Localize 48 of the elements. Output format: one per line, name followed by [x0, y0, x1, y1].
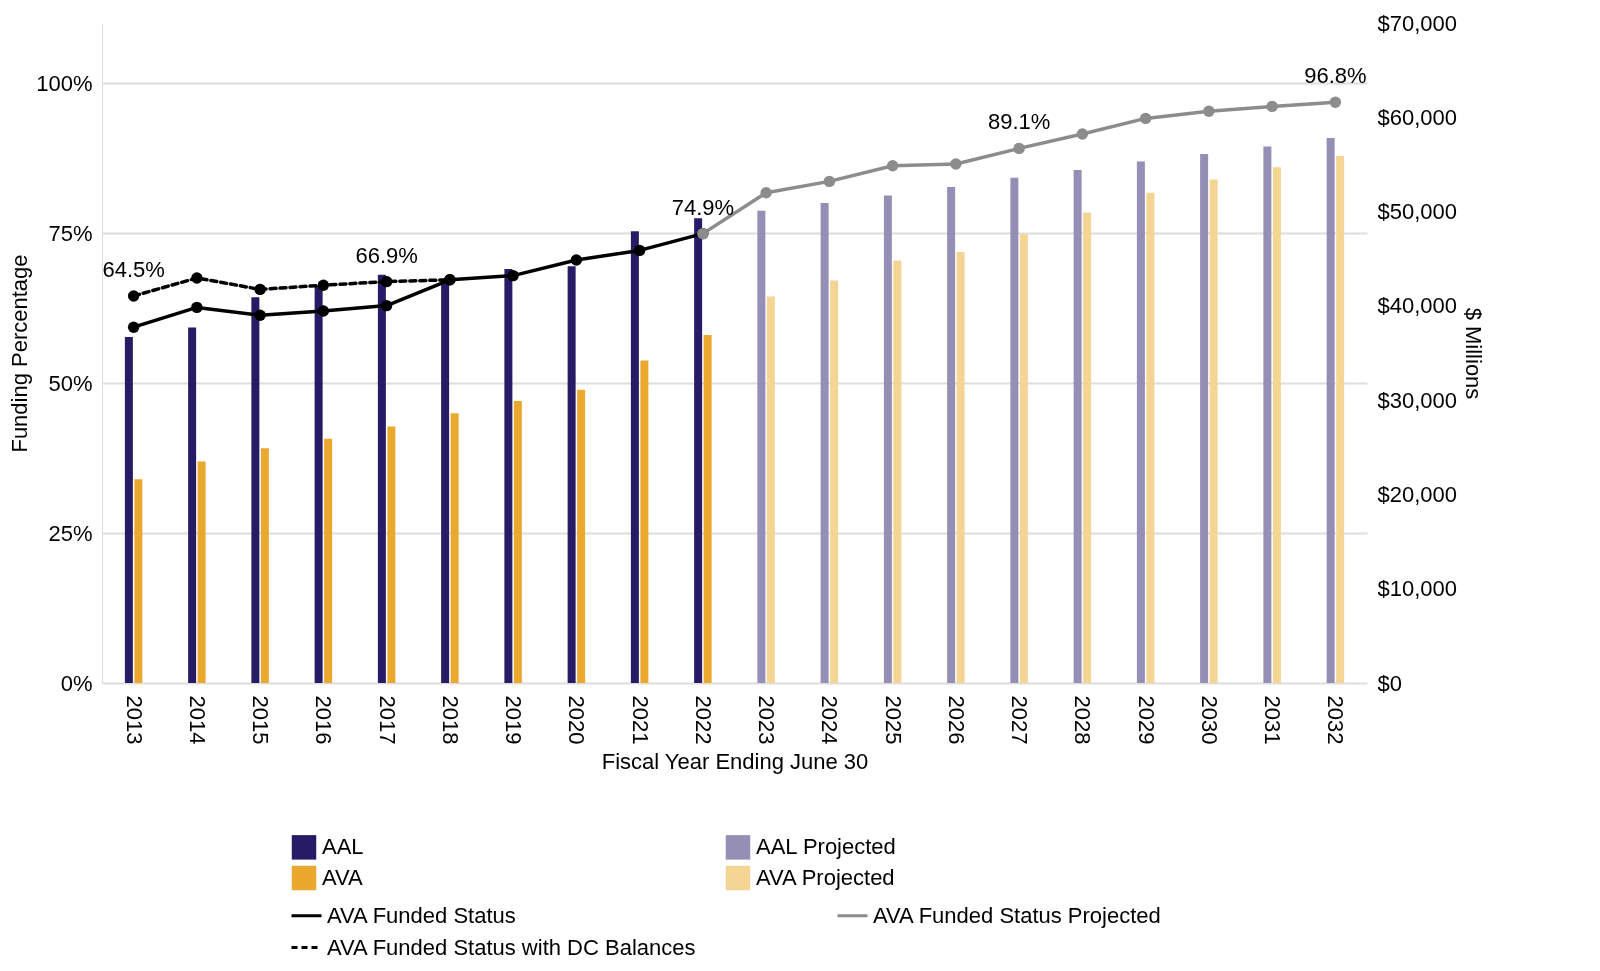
legend-label: AVA Funded Status: [327, 902, 516, 928]
y2-tick-label: $10,000: [1377, 576, 1458, 602]
legend-label: AVA Funded Status Projected: [873, 902, 1161, 928]
x-tick-label: 2023: [754, 695, 780, 745]
x-tick-label: 2016: [311, 695, 337, 745]
x-tick-label: 2025: [880, 695, 906, 745]
x-tick-label: 2020: [564, 695, 590, 745]
x-tick-label: 2018: [437, 695, 463, 745]
annotation: 74.9%: [671, 194, 735, 220]
y2-tick-label: $70,000: [1377, 10, 1458, 36]
annotation: 66.9%: [355, 242, 418, 268]
annotation: 89.1%: [987, 109, 1051, 135]
x-tick-label: 2022: [690, 695, 716, 745]
legend-label: AVA Projected: [756, 865, 895, 890]
y-tick-label: 25%: [48, 520, 93, 546]
y-tick-label: 0%: [60, 670, 93, 696]
x-tick-label: 2031: [1260, 695, 1286, 745]
y-tick-label: 50%: [48, 370, 93, 396]
y2-tick-label: $50,000: [1377, 199, 1458, 225]
legend-label: AAL: [322, 834, 364, 860]
y-tick-label: 100%: [36, 70, 93, 96]
annotation: 96.8%: [1304, 63, 1367, 89]
x-tick-label: 2024: [817, 695, 843, 745]
x-tick-label: 2017: [374, 695, 400, 745]
x-axis-title: Fiscal Year Ending June 30: [601, 749, 869, 775]
x-tick-label: 2014: [184, 695, 210, 745]
x-tick-label: 2021: [627, 695, 653, 745]
y-tick-label: 75%: [48, 220, 93, 246]
x-tick-label: 2013: [121, 695, 147, 745]
y2-tick-label: $60,000: [1377, 104, 1458, 130]
y2-tick-label: $40,000: [1377, 293, 1458, 319]
y2-tick-label: $0: [1377, 670, 1402, 696]
annotation: 64.5%: [102, 257, 165, 282]
y2-tick-label: $20,000: [1377, 481, 1458, 507]
x-tick-label: 2027: [1007, 695, 1033, 745]
x-tick-label: 2029: [1133, 695, 1159, 745]
x-tick-label: 2032: [1323, 695, 1349, 745]
x-tick-label: 2019: [501, 695, 527, 745]
legend-label: AVA Funded Status with DC Balances: [327, 934, 696, 960]
y2-tick-label: $30,000: [1377, 387, 1458, 413]
y2-axis-title: $ Millions: [1461, 307, 1487, 400]
y-axis-title: Funding Percentage: [7, 254, 33, 453]
x-tick-label: 2030: [1196, 695, 1222, 745]
x-tick-label: 2015: [248, 695, 274, 745]
x-tick-label: 2028: [1070, 695, 1096, 745]
legend-label: AAL Projected: [756, 834, 896, 860]
legend-label: AVA: [322, 865, 364, 890]
x-tick-label: 2026: [943, 695, 969, 745]
